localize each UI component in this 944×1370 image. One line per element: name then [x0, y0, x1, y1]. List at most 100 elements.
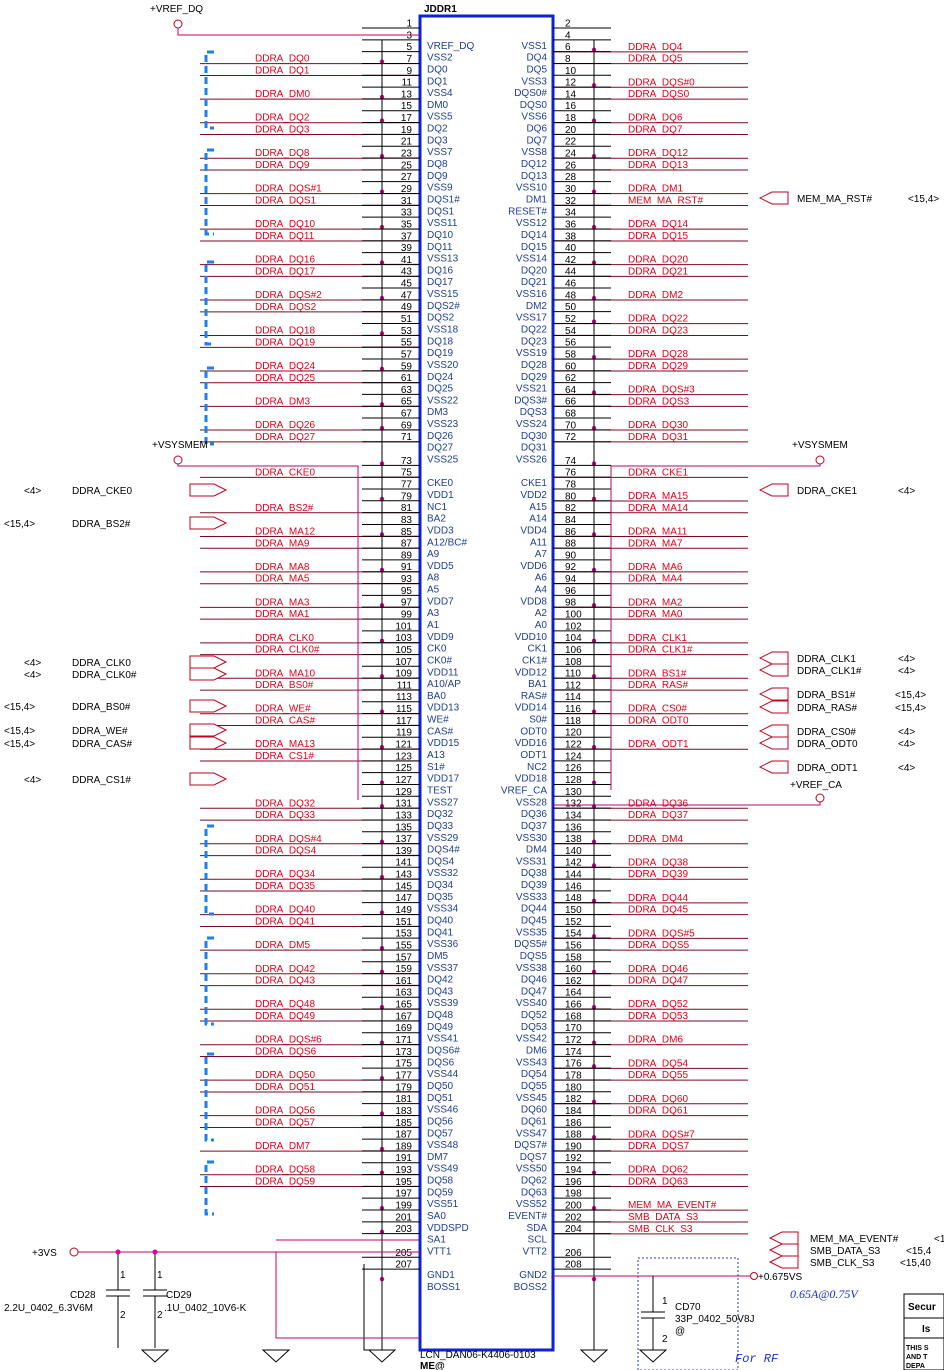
pin-number: 139 [395, 846, 412, 857]
pin-number: 77 [401, 479, 413, 490]
pin-name: DQ37 [521, 821, 548, 832]
net-label: DDRA_DQ59 [255, 1177, 315, 1188]
pin-number: 87 [401, 539, 413, 550]
pin-name: VSS11 [427, 218, 458, 229]
net-label: DDRA_DQ36 [628, 798, 688, 809]
pin-name: VDD8 [520, 596, 547, 607]
net-label: DDRA_DQ14 [628, 219, 688, 230]
pin-number: 203 [395, 1224, 412, 1235]
pin-name: VSS17 [516, 313, 548, 324]
pin-name: VSS26 [516, 455, 548, 466]
pin-name: DQ42 [427, 975, 454, 986]
pin-number: 187 [395, 1130, 412, 1141]
pin-name: DQ43 [427, 986, 454, 997]
pin-number: 57 [401, 349, 413, 360]
rail-vsysmem-left: +VSYSMEM [152, 440, 208, 451]
pin-number: 182 [565, 1094, 582, 1105]
net-label: DDRA_DQ18 [255, 326, 315, 337]
pin-name: VDD3 [427, 525, 454, 536]
pin-number: 190 [565, 1141, 582, 1152]
net-label: DDRA_DQ50 [255, 1070, 315, 1081]
pin-number: 88 [565, 539, 577, 550]
pin-name: DQ58 [427, 1176, 454, 1187]
net-label: DDRA_MA13 [255, 739, 315, 750]
net-label: SMB_DATA_S3 [628, 1212, 699, 1223]
pin-number: 151 [395, 917, 412, 928]
pin-name: VTT1 [427, 1246, 452, 1257]
pin-name: VDD13 [427, 703, 460, 714]
rf-note: For RF [735, 1352, 779, 1366]
pin-name: VDD17 [427, 774, 460, 785]
net-label: DDRA_DQ31 [628, 432, 688, 443]
pin-number: 97 [401, 598, 413, 609]
pin-name: DQ3 [427, 135, 448, 146]
net-label: DDRA_CAS# [255, 716, 315, 727]
net-label: DDRA_DQ1 [255, 65, 310, 76]
pin-number: 126 [565, 763, 582, 774]
net-label: DDRA_MA0 [628, 609, 683, 620]
pin-number: 80 [565, 491, 577, 502]
port-symbol [758, 700, 789, 714]
pin-number: 98 [565, 598, 577, 609]
pin-name: DQS0# [514, 88, 547, 99]
pin-name: VSS40 [516, 998, 548, 1009]
net-label: DDRA_MA1 [255, 609, 310, 620]
port-symbol [189, 667, 228, 681]
pin-name: VDD11 [427, 667, 459, 678]
pin-number: 28 [565, 172, 577, 183]
ground-symbol-2 [261, 1349, 291, 1363]
port-ref: <4> [24, 670, 41, 681]
net-label: DDRA_MA6 [628, 562, 683, 573]
pin-name: VSS49 [427, 1164, 459, 1175]
port-symbol [758, 736, 789, 750]
pin-number: 171 [395, 1035, 412, 1046]
pin-name: DQ9 [427, 171, 448, 182]
pin-name: DQ46 [521, 975, 548, 986]
port-ref: <15,4> [4, 726, 35, 737]
pin-name: DQ40 [427, 916, 454, 927]
pin-name: VSS3 [521, 76, 547, 87]
pin-number: 130 [565, 787, 582, 798]
pin-number: 41 [401, 255, 413, 266]
pin-number: 4 [565, 30, 571, 41]
net-label: DDRA_DQ52 [628, 999, 688, 1010]
pin-name: VSS22 [427, 395, 459, 406]
net-label: DDRA_DQ4 [628, 42, 683, 53]
pin-number: 198 [565, 1189, 582, 1200]
net-label: DDRA_DM0 [255, 89, 310, 100]
pin-number: 116 [565, 704, 581, 715]
pin-number: 24 [565, 149, 577, 160]
pin-name: GND2 [519, 1270, 547, 1281]
pin-number: 138 [565, 834, 582, 845]
pin-name: VSS18 [427, 325, 459, 336]
pin-name: VSS51 [427, 1199, 459, 1210]
pin-name: DM4 [526, 845, 548, 856]
pin-name: VSS24 [516, 419, 548, 430]
pin-number: 193 [395, 1165, 412, 1176]
port-ref: <4> [898, 666, 915, 677]
pin-name: DQ29 [521, 372, 548, 383]
pin-name: VSS44 [427, 1069, 459, 1080]
pin-number: 49 [401, 302, 413, 313]
pin-number: 153 [395, 929, 412, 940]
pin-number: 25 [401, 160, 413, 171]
pin-name: VSS28 [516, 797, 548, 808]
net-label: DDRA_MA3 [255, 597, 310, 608]
net-label: MEM_MA_RST# [628, 195, 703, 206]
pin-name: DQ24 [427, 372, 454, 383]
pin-name: CKE1 [521, 478, 548, 489]
pin-name: DQ22 [521, 325, 548, 336]
pin-number: 195 [395, 1177, 412, 1188]
pin-name: DQ27 [427, 443, 454, 454]
pin-name: DQ34 [427, 880, 454, 891]
pin-name: DQ41 [427, 927, 454, 938]
pin-name: VSS27 [427, 797, 459, 808]
pin-number: 89 [401, 550, 413, 561]
pin-name: NC2 [527, 762, 547, 773]
pin-name: VSS6 [521, 112, 547, 123]
net-label: DDRA_DQ38 [628, 857, 688, 868]
pin-name: VSS14 [516, 254, 548, 265]
pin-number: 36 [565, 219, 577, 230]
pin-name: DQ30 [521, 431, 548, 442]
pin-number: 30 [565, 184, 577, 195]
